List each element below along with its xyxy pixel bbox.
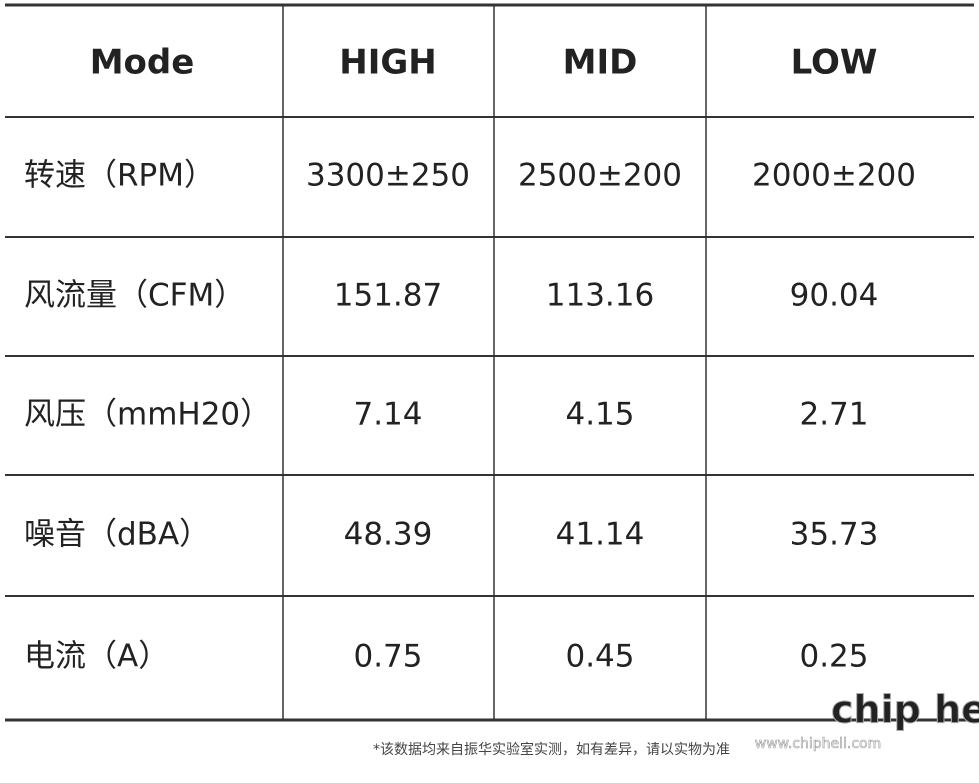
table-cell: 35.73 <box>790 517 879 553</box>
table-cell: 90.04 <box>790 278 879 314</box>
table-cell: 2500±200 <box>518 158 682 194</box>
row-label: 风压（mmH20） <box>24 397 271 433</box>
table-cell: 2.71 <box>799 397 868 433</box>
watermark-url: www.chiphell.com <box>755 736 881 752</box>
table-cell: 7.14 <box>353 397 422 433</box>
row-label: 电流（A） <box>24 639 169 675</box>
row-label: 风流量（CFM） <box>24 278 245 314</box>
table-cell: 151.87 <box>334 278 442 314</box>
table-lines <box>5 3 974 722</box>
table-cell: 0.45 <box>565 639 634 675</box>
header-cell: MID <box>563 43 638 83</box>
header-cell: Mode <box>90 43 195 83</box>
table-cell: 113.16 <box>546 278 654 314</box>
row-label: 转速（RPM） <box>24 158 215 194</box>
table-cell: 41.14 <box>556 517 645 553</box>
table-cell: 4.15 <box>565 397 634 433</box>
row-label: 噪音（dBA） <box>24 517 210 553</box>
footnote: *该数据均来自振华实验室实测，如有差异，请以实物为准 <box>373 741 730 758</box>
table-cell: 2000±200 <box>752 158 916 194</box>
header-cell: HIGH <box>339 43 436 83</box>
table-cell: 3300±250 <box>306 158 470 194</box>
table-cell: 48.39 <box>344 517 433 553</box>
table-cell: 0.75 <box>353 639 422 675</box>
table-cell: 0.25 <box>799 639 868 675</box>
watermark-logo: chip hell <box>831 688 979 732</box>
header-cell: LOW <box>791 43 878 83</box>
